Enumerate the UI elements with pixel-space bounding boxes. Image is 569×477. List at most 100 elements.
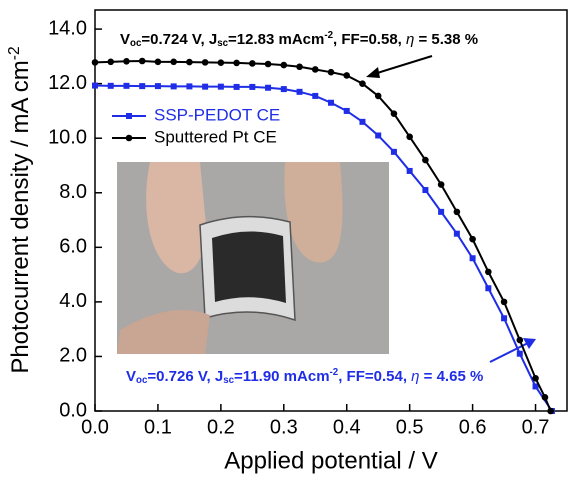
marker [485, 268, 492, 276]
x-tick-label: 0.3 [270, 416, 298, 438]
x-tick-label: 0.4 [333, 416, 361, 438]
marker [264, 60, 272, 68]
marker [154, 83, 161, 90]
marker [233, 83, 240, 90]
text-part: oc [136, 375, 148, 386]
marker [516, 350, 523, 357]
annotation: Voc=0.724 V, Jsc=12.83 mAcm-2, FF=0.58, … [120, 30, 478, 49]
marker [233, 59, 240, 67]
marker [217, 59, 225, 66]
marker [312, 92, 319, 99]
y-axis-title: Photocurrent density / mA cm-2 [6, 46, 34, 373]
marker [91, 59, 99, 66]
marker [126, 113, 132, 119]
annotation: Voc=0.726 V, Jsc=11.90 mAcm-2, FF=0.54, … [126, 367, 483, 386]
y-tick-label: 2.0 [59, 345, 87, 367]
marker [422, 156, 429, 164]
text-part: oc [130, 38, 142, 49]
marker [359, 80, 366, 87]
marker [343, 107, 350, 114]
text-part: -2 [330, 367, 339, 378]
marker [170, 58, 177, 66]
legend-label: Sputtered Pt CE [154, 127, 277, 146]
marker [500, 298, 508, 306]
marker [139, 83, 146, 90]
marker [328, 99, 334, 106]
marker [249, 83, 256, 90]
text-part: =11.90 mAcm [234, 368, 330, 385]
marker [453, 230, 460, 237]
marker [343, 72, 351, 79]
text-part: , FF=0.54, [338, 368, 411, 385]
marker [123, 82, 130, 89]
marker [485, 285, 492, 292]
text-part: -2 [6, 46, 23, 60]
marker [92, 82, 98, 89]
marker [532, 374, 539, 382]
text-part: =0.724 V, J [141, 31, 217, 48]
text-part: -2 [324, 30, 333, 41]
marker [280, 86, 287, 93]
marker [541, 394, 549, 401]
marker [532, 383, 539, 390]
text-part: V [126, 368, 136, 385]
marker [249, 60, 256, 67]
x-tick-label: 0.1 [144, 416, 172, 438]
text-part: sc [217, 38, 228, 49]
marker [265, 84, 272, 91]
x-tick-label: 0.7 [522, 416, 550, 438]
text-part: = 4.65 % [420, 368, 484, 385]
marker [390, 110, 398, 117]
y-tick-label: 8.0 [59, 181, 87, 203]
y-tick-label: 12.0 [48, 72, 87, 94]
inset-photo [117, 162, 389, 354]
marker [154, 58, 162, 66]
marker [186, 83, 193, 90]
marker [296, 88, 303, 95]
marker [374, 92, 382, 100]
marker [406, 133, 413, 141]
x-axis-title: Applied potential / V [224, 447, 437, 474]
marker [123, 57, 130, 65]
marker [438, 208, 445, 215]
marker [359, 118, 366, 125]
text-part: Photocurrent density / mA cm [7, 60, 34, 373]
marker [125, 134, 133, 142]
marker [422, 187, 429, 194]
y-tick-label: 6.0 [59, 236, 87, 258]
legend: SSP-PEDOT CE Sputtered Pt CE [112, 105, 280, 146]
marker [107, 58, 115, 66]
marker [327, 68, 335, 76]
marker [107, 82, 114, 89]
x-tick-label: 0.6 [459, 416, 487, 438]
text-part: sc [223, 375, 234, 386]
marker [437, 181, 445, 188]
marker [170, 83, 177, 90]
text-part: V [120, 31, 130, 48]
marker [469, 235, 476, 243]
marker [469, 255, 476, 262]
y-tick-label: 4.0 [59, 290, 87, 312]
marker [201, 59, 209, 66]
marker [280, 61, 288, 69]
y-tick-label: 0.0 [59, 399, 87, 421]
plot-frame [94, 9, 568, 412]
marker [390, 148, 397, 155]
x-tick-label: 0.2 [207, 416, 235, 438]
marker [202, 83, 209, 90]
y-tick-label: 10.0 [48, 126, 87, 148]
text-part: = 5.38 % [414, 31, 478, 48]
marker [406, 167, 413, 174]
marker [516, 336, 524, 344]
text-part: , FF=0.58, [333, 31, 406, 48]
legend-label: SSP-PEDOT CE [154, 105, 280, 124]
marker [186, 58, 193, 66]
marker [375, 132, 382, 139]
marker [501, 315, 508, 322]
x-tick-label: 0.0 [81, 416, 109, 438]
marker [311, 66, 319, 73]
x-tick-label: 0.5 [396, 416, 424, 438]
marker [217, 83, 224, 90]
marker [453, 208, 461, 216]
